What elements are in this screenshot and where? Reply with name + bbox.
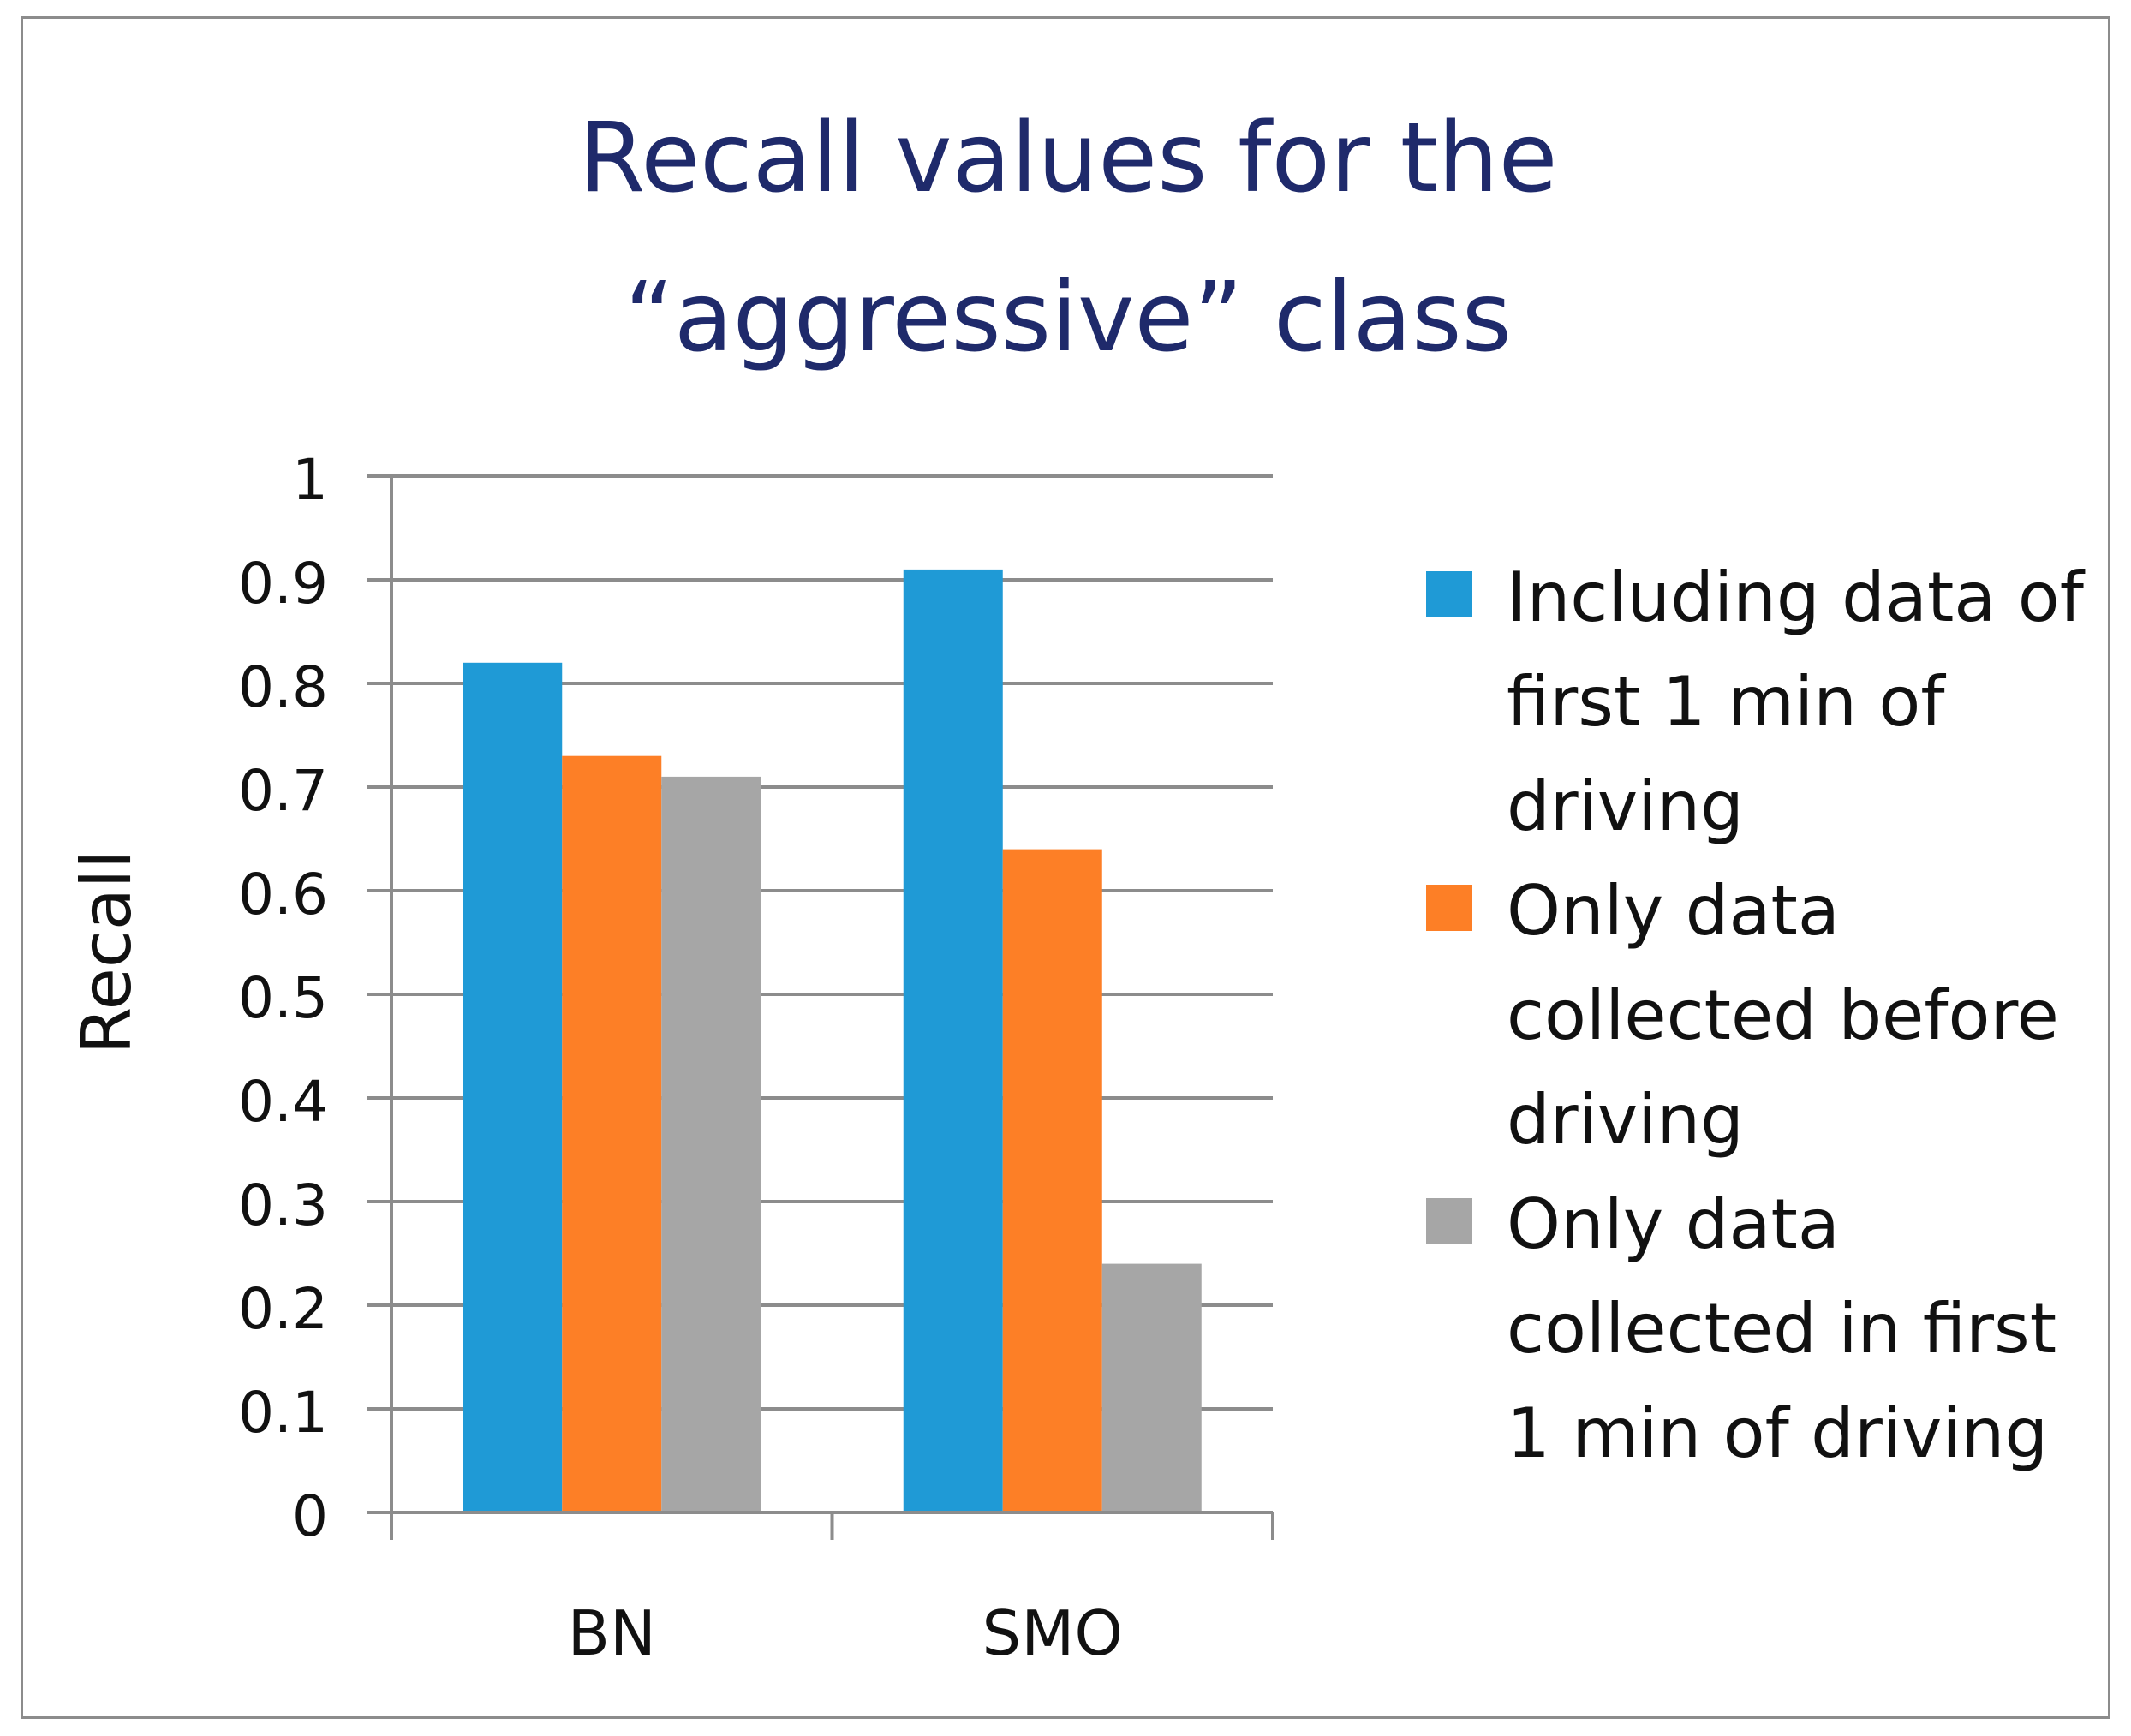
y-tick-label: 0.5 bbox=[238, 965, 328, 1031]
chart-title-line-1: Recall values for the bbox=[578, 103, 1558, 214]
legend-label-series-2: Only data collected before driving bbox=[1507, 871, 2059, 1160]
y-tick-label: 0.9 bbox=[238, 551, 328, 617]
legend-swatch-series-3 bbox=[1426, 1198, 1472, 1244]
bar-smo-series-1 bbox=[903, 569, 1003, 1512]
legend-item-series-2: Only data collected before driving bbox=[1426, 859, 2111, 1172]
legend-label-series-1: Including data of first 1 min of driving bbox=[1507, 558, 2084, 846]
chart-title: Recall values for the “aggressive” class bbox=[23, 79, 2113, 397]
legend-swatch-series-1 bbox=[1426, 571, 1472, 617]
y-tick-label: 0.1 bbox=[238, 1380, 328, 1446]
bars bbox=[463, 569, 1202, 1512]
legend-item-series-3: Only data collected in first 1 min of dr… bbox=[1426, 1172, 2111, 1486]
bar-bn-series-2 bbox=[562, 755, 662, 1512]
axes bbox=[367, 474, 1274, 1540]
y-tick-label: 1 bbox=[292, 447, 328, 513]
y-tick-label: 0.3 bbox=[238, 1172, 328, 1238]
bar-smo-series-3 bbox=[1101, 1263, 1202, 1512]
bar-bn-series-3 bbox=[661, 776, 761, 1512]
y-tick-label: 0.7 bbox=[238, 758, 328, 824]
y-tick-label: 0 bbox=[292, 1483, 328, 1549]
legend-label-series-3: Only data collected in first 1 min of dr… bbox=[1507, 1184, 2057, 1473]
y-tick-label: 0.6 bbox=[238, 862, 328, 928]
axis-labels: 0 0.1 0.2 0.3 0.4 0.5 0.6 0.7 0.8 0.9 1 BN SMO Recall bbox=[67, 447, 1123, 1669]
y-axis-title: Recall bbox=[67, 850, 146, 1055]
chart-legend: Including data of first 1 min of driving… bbox=[1426, 546, 2111, 1486]
y-tick-label: 0.8 bbox=[238, 654, 328, 720]
legend-item-series-1: Including data of first 1 min of driving bbox=[1426, 546, 2111, 859]
chart-title-line-2: “aggressive” class bbox=[624, 262, 1512, 373]
legend-swatch-series-2 bbox=[1426, 885, 1472, 931]
x-category-label: BN bbox=[568, 1597, 656, 1669]
x-category-label: SMO bbox=[982, 1597, 1124, 1669]
y-tick-label: 0.4 bbox=[238, 1069, 328, 1135]
bar-bn-series-1 bbox=[463, 662, 563, 1512]
y-tick-label: 0.2 bbox=[238, 1276, 328, 1342]
bar-smo-series-2 bbox=[1002, 849, 1102, 1512]
